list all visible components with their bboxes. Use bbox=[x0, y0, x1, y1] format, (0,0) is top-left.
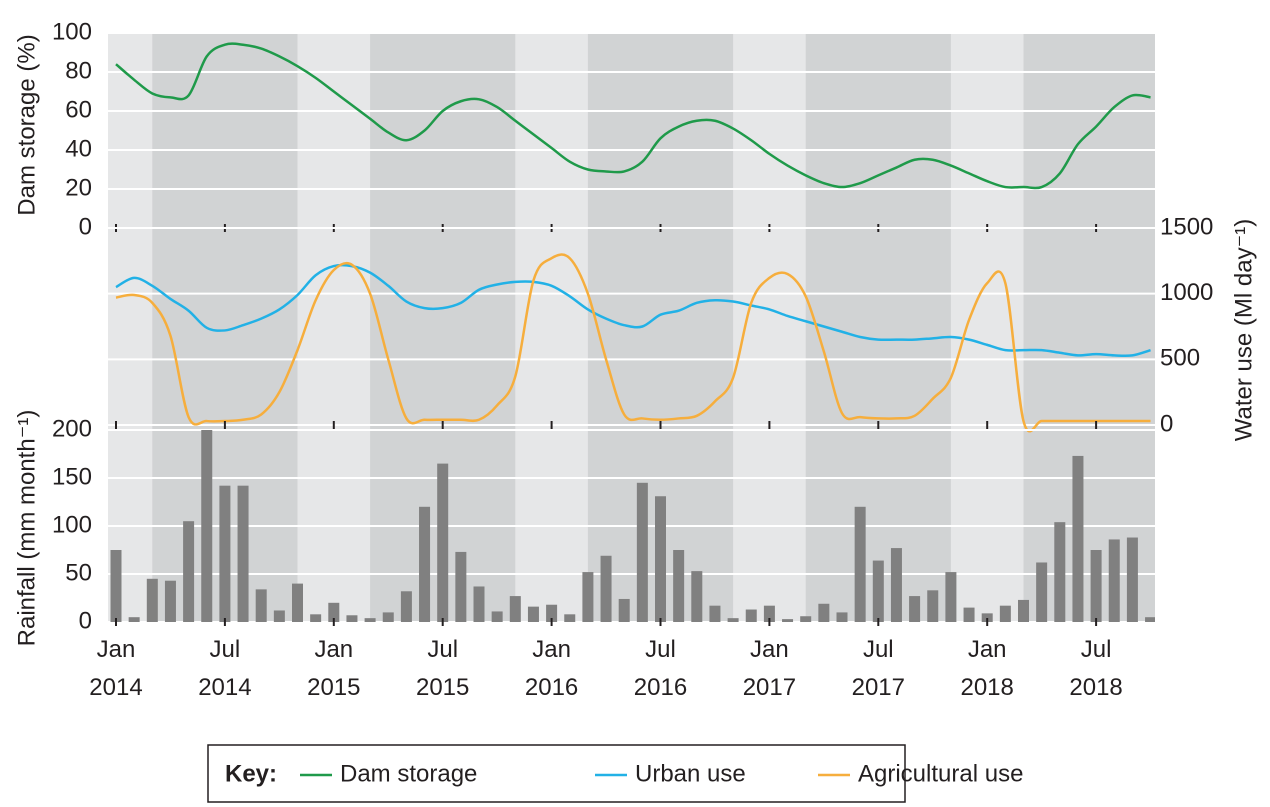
y-tick-label: 1000 bbox=[1160, 279, 1213, 306]
bar bbox=[763, 605, 775, 622]
x-tick-label: Jul 2016 bbox=[633, 636, 688, 701]
bar bbox=[600, 555, 612, 622]
bar bbox=[346, 615, 358, 622]
y-tick-label: 150 bbox=[52, 463, 92, 490]
y-tick-label: 100 bbox=[52, 18, 92, 45]
bar bbox=[927, 590, 939, 622]
bar bbox=[872, 560, 884, 622]
bar bbox=[999, 605, 1011, 622]
x-tick-label: Jan 2016 bbox=[524, 636, 579, 701]
bar bbox=[782, 619, 794, 622]
bar bbox=[219, 485, 231, 622]
bar bbox=[273, 610, 285, 622]
bar bbox=[836, 612, 848, 622]
y-axis-label: Water use (Ml day⁻¹) bbox=[1230, 219, 1257, 441]
bar bbox=[564, 614, 576, 622]
bar bbox=[164, 580, 176, 622]
bar bbox=[963, 607, 975, 622]
legend-label: Urban use bbox=[635, 760, 746, 787]
bar bbox=[146, 578, 158, 622]
bar bbox=[818, 603, 830, 622]
y-tick-label: 0 bbox=[79, 213, 92, 240]
bar bbox=[455, 551, 467, 622]
bar bbox=[854, 506, 866, 622]
bar bbox=[691, 571, 703, 622]
y-tick-label: 0 bbox=[1160, 410, 1173, 437]
y-tick-label: 20 bbox=[65, 174, 92, 201]
bar bbox=[1036, 562, 1048, 622]
x-tick-label: Jan 2018 bbox=[960, 636, 1014, 701]
bar bbox=[509, 596, 521, 622]
legend-label: Dam storage bbox=[340, 760, 477, 787]
x-tick-label: Jan 2014 bbox=[89, 636, 143, 701]
legend-title: Key: bbox=[225, 760, 277, 787]
bar bbox=[636, 482, 648, 622]
bar bbox=[473, 586, 485, 622]
line-1 bbox=[115, 263, 1151, 358]
x-tick-label: Jan 2017 bbox=[742, 636, 797, 701]
bar bbox=[673, 550, 685, 622]
legend-label: Agricultural use bbox=[858, 760, 1023, 787]
x-tick-label: Jul 2015 bbox=[415, 636, 470, 701]
y-tick-label: 0 bbox=[79, 607, 92, 634]
bar bbox=[310, 614, 322, 622]
bar bbox=[1072, 455, 1084, 622]
bar bbox=[1054, 522, 1066, 622]
legend-box bbox=[207, 744, 906, 803]
bar bbox=[890, 548, 902, 622]
bar bbox=[419, 506, 431, 622]
bar bbox=[364, 618, 376, 622]
bar bbox=[437, 463, 449, 622]
bar bbox=[328, 602, 340, 622]
bar bbox=[655, 496, 666, 622]
y-tick-label: 200 bbox=[52, 415, 92, 442]
season-band bbox=[1023, 33, 1155, 622]
y-tick-label: 80 bbox=[65, 57, 92, 84]
y-axis-label: Rainfall (mm month⁻¹) bbox=[13, 410, 40, 647]
bar bbox=[945, 572, 957, 622]
bar bbox=[183, 521, 195, 622]
bar bbox=[618, 598, 630, 622]
x-tick-label: Jul 2017 bbox=[851, 636, 905, 701]
bar bbox=[382, 612, 394, 622]
bar bbox=[527, 606, 539, 622]
y-tick-label: 1500 bbox=[1160, 213, 1213, 240]
bar bbox=[1126, 537, 1138, 622]
bar bbox=[1018, 599, 1029, 622]
bar bbox=[909, 596, 921, 622]
y-tick-label: 100 bbox=[52, 511, 92, 538]
bar bbox=[491, 611, 503, 622]
x-tick-label: Jul 2014 bbox=[198, 636, 252, 701]
line-1 bbox=[115, 42, 1151, 190]
bar bbox=[1090, 550, 1102, 622]
y-tick-label: 50 bbox=[65, 559, 92, 586]
bar bbox=[582, 572, 594, 622]
x-tick-label: Jul 2018 bbox=[1069, 636, 1123, 701]
bar bbox=[745, 609, 757, 622]
bar bbox=[727, 618, 739, 622]
line-2 bbox=[115, 253, 1151, 433]
bar bbox=[292, 583, 303, 622]
bar bbox=[237, 485, 249, 622]
bar bbox=[110, 550, 122, 622]
bar bbox=[709, 605, 721, 622]
y-tick-label: 500 bbox=[1160, 345, 1200, 372]
x-tick-label: Jan 2015 bbox=[307, 636, 361, 701]
bar bbox=[546, 604, 558, 622]
bar bbox=[1108, 539, 1120, 622]
y-tick-label: 60 bbox=[65, 96, 92, 123]
bar bbox=[981, 613, 993, 622]
y-tick-label: 40 bbox=[65, 135, 92, 162]
bar bbox=[1145, 617, 1155, 622]
bar bbox=[400, 591, 412, 622]
y-axis-label: Dam storage (%) bbox=[13, 34, 40, 215]
bar bbox=[800, 616, 812, 622]
bar bbox=[201, 430, 213, 622]
bar bbox=[128, 617, 140, 622]
bar bbox=[255, 589, 267, 622]
